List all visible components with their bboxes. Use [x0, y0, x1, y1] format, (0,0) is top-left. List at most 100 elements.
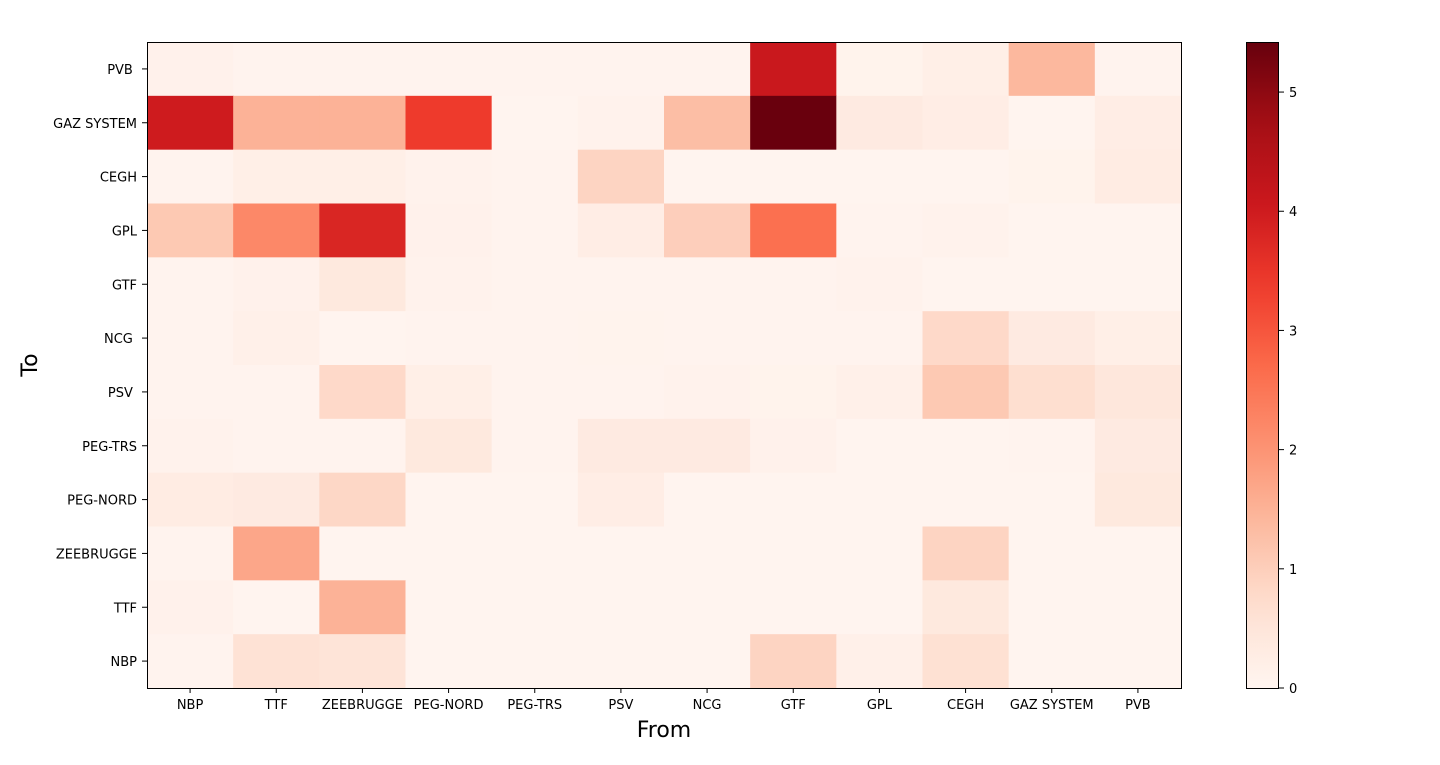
- heatmap-cell: [491, 580, 579, 635]
- heatmap-cell: [405, 311, 493, 366]
- heatmap-cell: [1008, 257, 1096, 312]
- heatmap-cell: [1008, 580, 1096, 635]
- heatmap-cell: [319, 580, 407, 635]
- heatmap-cell: [577, 526, 665, 581]
- heatmap-cell: [405, 634, 493, 689]
- heatmap-cell: [836, 149, 924, 205]
- heatmap-cell: [147, 42, 234, 97]
- heatmap-cell: [664, 472, 751, 528]
- heatmap-cell: [1008, 365, 1096, 420]
- heatmap-cell: [922, 365, 1010, 420]
- heatmap-cell: [750, 203, 837, 258]
- heatmap-cell: [319, 95, 407, 151]
- x-tick-label: GPL: [867, 698, 893, 713]
- heatmap-cell: [319, 311, 407, 366]
- heatmap-cell: [491, 634, 579, 689]
- heatmap-cell: [750, 149, 837, 205]
- heatmap-cell: [750, 365, 837, 420]
- heatmap-cell: [922, 472, 1010, 528]
- heatmap-cell: [836, 526, 924, 581]
- heatmap-cell: [836, 257, 924, 312]
- heatmap-cell: [577, 149, 665, 205]
- heatmap-cell: [491, 418, 579, 474]
- y-tick-label: NCG: [104, 332, 137, 347]
- heatmap-cell: [922, 634, 1010, 689]
- heatmap-cell: [836, 311, 924, 366]
- heatmap-cell: [1008, 311, 1096, 366]
- heatmap-cell: [1008, 42, 1096, 97]
- heatmap-cell: [922, 526, 1010, 581]
- heatmap-cell: [1094, 526, 1182, 581]
- heatmap-cell: [664, 149, 751, 205]
- heatmap-cell: [922, 149, 1010, 205]
- heatmap-cell: [664, 311, 751, 366]
- heatmap-cell: [750, 472, 837, 528]
- heatmap-cell: [491, 472, 579, 528]
- heatmap-cell: [577, 95, 665, 151]
- heatmap-cell: [836, 418, 924, 474]
- x-tick-label: PEG-TRS: [507, 698, 562, 713]
- y-tick-label: ZEEBRUGGE: [56, 547, 137, 562]
- heatmap-cell: [577, 472, 665, 528]
- heatmap-cell: [1094, 203, 1182, 258]
- colorbar-tick-label: 4: [1289, 205, 1297, 220]
- heatmap-cell: [319, 257, 407, 312]
- heatmap-cell: [922, 418, 1010, 474]
- y-tick-label: NBP: [111, 655, 138, 670]
- heatmap-cell: [922, 203, 1010, 258]
- heatmap-cell: [577, 634, 665, 689]
- heatmap-cell: [147, 418, 234, 474]
- heatmap-cell: [405, 42, 493, 97]
- heatmap-cell: [147, 311, 234, 366]
- heatmap-cell: [664, 95, 751, 151]
- heatmap-cell: [491, 95, 579, 151]
- heatmap-cell: [750, 95, 837, 151]
- heatmap-cell: [1094, 580, 1182, 635]
- heatmap-cell: [836, 472, 924, 528]
- x-tick-label: NCG: [693, 698, 722, 713]
- heatmap-cell: [147, 580, 234, 635]
- x-axis-ticks: NBP TTF ZEEBRUGGE PEG-NORD PEG-TRS PSV NCG GTF G…: [177, 688, 1151, 713]
- colorbar: [1246, 42, 1279, 689]
- colorbar-tick-label: 1: [1289, 563, 1297, 578]
- heatmap-cell: [836, 634, 924, 689]
- x-tick-label: CEGH: [947, 698, 984, 713]
- heatmap-cell: [147, 257, 234, 312]
- heatmap-cell: [233, 149, 320, 205]
- heatmap-cell: [319, 418, 407, 474]
- heatmap-cell: [233, 418, 320, 474]
- heatmap-cell: [664, 42, 751, 97]
- heatmap-cell: [319, 634, 407, 689]
- heatmap-cell: [922, 95, 1010, 151]
- heatmap-cell: [233, 42, 320, 97]
- heatmap-cell: [147, 472, 234, 528]
- heatmap-cell: [577, 257, 665, 312]
- heatmap-cell: [836, 203, 924, 258]
- x-tick-label: ZEEBRUGGE: [322, 698, 403, 713]
- heatmap-cell: [491, 203, 579, 258]
- heatmap-cell: [577, 311, 665, 366]
- x-tick-label: PVB: [1125, 698, 1151, 713]
- heatmap-cell: [319, 42, 407, 97]
- x-tick-label: GTF: [781, 698, 806, 713]
- y-tick-label: GTF: [112, 278, 137, 293]
- colorbar-ticks: 0 1 2 3 4 5: [1279, 86, 1297, 697]
- heatmap-cell: [147, 365, 234, 420]
- heatmap-cells: [147, 42, 1182, 689]
- heatmap-cell: [147, 95, 234, 151]
- heatmap-cell: [405, 580, 493, 635]
- heatmap-cell: [750, 311, 837, 366]
- heatmap-cell: [750, 42, 837, 97]
- heatmap-cell: [1094, 365, 1182, 420]
- heatmap-cell: [750, 418, 837, 474]
- heatmap-cell: [1008, 149, 1096, 205]
- heatmap-cell: [1008, 472, 1096, 528]
- heatmap-cell: [577, 418, 665, 474]
- heatmap-cell: [836, 365, 924, 420]
- heatmap-cell: [1094, 42, 1182, 97]
- heatmap-cell: [491, 365, 579, 420]
- x-tick-label: NBP: [177, 698, 204, 713]
- x-tick-label: GAZ SYSTEM: [1010, 698, 1094, 713]
